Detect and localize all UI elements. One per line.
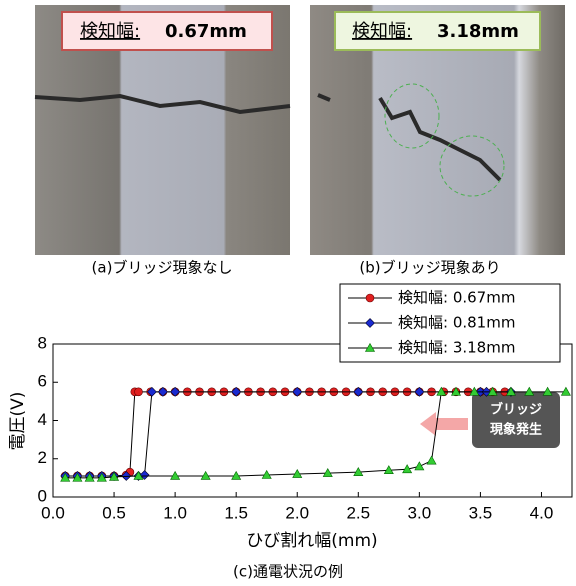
label-name: 検知幅: — [352, 21, 412, 42]
marker — [427, 456, 436, 464]
arrow — [420, 412, 468, 436]
x-tick-label: 4.0 — [530, 503, 554, 522]
caption: (b)ブリッジ現象あり — [359, 259, 500, 277]
x-tick-label: 1.0 — [163, 503, 187, 522]
legend-label: 検知幅: 0.81mm — [398, 314, 515, 332]
label-value: 3.18mm — [437, 21, 519, 42]
marker — [232, 387, 241, 396]
y-tick-label: 4 — [38, 410, 47, 429]
marker — [171, 387, 180, 396]
legend-label: 検知幅: 0.67mm — [398, 289, 515, 307]
y-tick-label: 6 — [38, 372, 47, 391]
figure: 検知幅: 0.67mm (a)ブリッジ現象なし 検知幅: 3.18mm (b)ブ… — [0, 0, 576, 586]
x-tick-label: 3.5 — [469, 503, 493, 522]
marker — [354, 387, 363, 396]
figure-caption: (c)通電状況の例 — [233, 563, 343, 581]
marker — [415, 387, 424, 396]
label-name: 検知幅: — [80, 21, 140, 42]
annotation: ブリッジ — [490, 402, 542, 418]
x-tick-label: 2.5 — [346, 503, 370, 522]
label-value: 0.67mm — [165, 21, 247, 42]
series-line — [65, 392, 505, 476]
x-tick-label: 0.5 — [102, 503, 126, 522]
marker — [158, 387, 167, 396]
x-tick-label: 3.0 — [408, 503, 432, 522]
x-tick-label: 2.0 — [285, 503, 309, 522]
annotation: 現象発生 — [490, 422, 542, 438]
caption: (a)ブリッジ現象なし — [92, 259, 233, 277]
marker — [415, 462, 424, 470]
legend-label: 検知幅: 3.18mm — [398, 339, 515, 357]
y-tick-label: 0 — [38, 486, 47, 505]
legend-marker — [366, 294, 374, 302]
y-axis-label: 電圧(V) — [8, 392, 28, 451]
marker — [293, 387, 302, 396]
marker — [134, 388, 142, 396]
x-axis-label: ひび割れ幅(mm) — [246, 531, 377, 551]
x-tick-label: 1.5 — [224, 503, 248, 522]
y-tick-label: 2 — [38, 448, 47, 467]
y-tick-label: 8 — [38, 333, 47, 352]
x-tick-label: 0.0 — [41, 503, 65, 522]
annotation-box — [472, 392, 560, 448]
